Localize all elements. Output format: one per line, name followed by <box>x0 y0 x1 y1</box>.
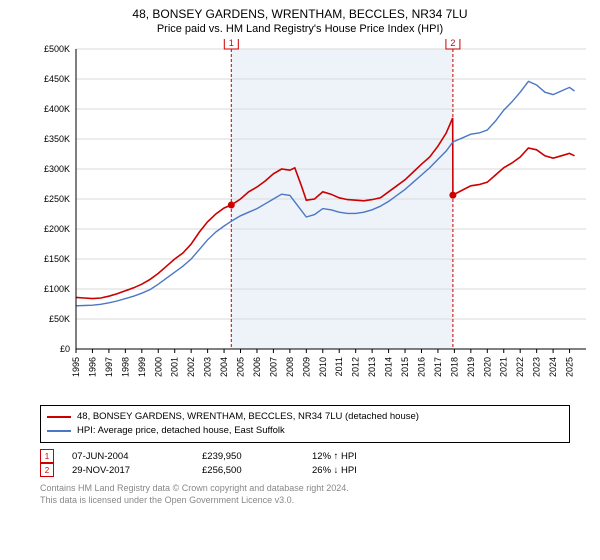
legend-row: HPI: Average price, detached house, East… <box>47 424 563 438</box>
x-tick-label: 2016 <box>416 357 426 377</box>
x-tick-label: 2020 <box>482 357 492 377</box>
x-tick-label: 2003 <box>203 357 213 377</box>
marker-date: 07-JUN-2004 <box>72 451 202 462</box>
marker-number-box: 1 <box>40 449 54 463</box>
legend-row: 48, BONSEY GARDENS, WRENTHAM, BECCLES, N… <box>47 410 563 424</box>
x-tick-label: 2025 <box>565 357 575 377</box>
marker-annot-num: 2 <box>450 39 455 48</box>
y-tick-label: £50K <box>49 314 70 324</box>
y-tick-label: £300K <box>44 164 70 174</box>
x-tick-label: 2017 <box>433 357 443 377</box>
x-tick-label: 2013 <box>367 357 377 377</box>
y-tick-label: £500K <box>44 44 70 54</box>
footer-attribution: Contains HM Land Registry data © Crown c… <box>40 483 570 506</box>
y-tick-label: £250K <box>44 194 70 204</box>
x-tick-label: 2019 <box>466 357 476 377</box>
x-tick-label: 2006 <box>252 357 262 377</box>
x-tick-label: 2023 <box>532 357 542 377</box>
marker-annot-num: 1 <box>229 39 234 48</box>
y-tick-label: £150K <box>44 254 70 264</box>
x-tick-label: 2015 <box>400 357 410 377</box>
x-tick-label: 2004 <box>219 357 229 377</box>
x-tick-label: 2021 <box>499 357 509 377</box>
legend-label: HPI: Average price, detached house, East… <box>77 424 285 438</box>
legend-box: 48, BONSEY GARDENS, WRENTHAM, BECCLES, N… <box>40 405 570 444</box>
y-tick-label: £200K <box>44 224 70 234</box>
sale-point <box>228 201 235 208</box>
x-tick-label: 2014 <box>384 357 394 377</box>
x-tick-label: 2018 <box>449 357 459 377</box>
x-tick-label: 2002 <box>186 357 196 377</box>
footer-line-1: Contains HM Land Registry data © Crown c… <box>40 483 570 495</box>
x-tick-label: 2007 <box>268 357 278 377</box>
marker-price: £256,500 <box>202 465 312 476</box>
x-tick-label: 1996 <box>87 357 97 377</box>
y-tick-label: £450K <box>44 74 70 84</box>
sale-markers-table: 1 07-JUN-2004£239,95012% ↑ HPI 2 29-NOV-201… <box>40 449 570 477</box>
x-tick-label: 2022 <box>515 357 525 377</box>
sale-point <box>449 191 456 198</box>
x-tick-label: 1995 <box>71 357 81 377</box>
chart-title: 48, BONSEY GARDENS, WRENTHAM, BECCLES, N… <box>0 0 600 23</box>
x-tick-label: 2009 <box>301 357 311 377</box>
marker-pct: 26% ↓ HPI <box>312 465 422 476</box>
x-tick-label: 1998 <box>120 357 130 377</box>
x-tick-label: 2001 <box>170 357 180 377</box>
marker-row: 1 07-JUN-2004£239,95012% ↑ HPI <box>40 449 570 463</box>
footer-line-2: This data is licensed under the Open Gov… <box>40 495 570 507</box>
x-tick-label: 1997 <box>104 357 114 377</box>
marker-date: 29-NOV-2017 <box>72 465 202 476</box>
x-tick-label: 2000 <box>153 357 163 377</box>
y-tick-label: £100K <box>44 284 70 294</box>
marker-price: £239,950 <box>202 451 312 462</box>
x-tick-label: 2012 <box>351 357 361 377</box>
legend-label: 48, BONSEY GARDENS, WRENTHAM, BECCLES, N… <box>77 410 419 424</box>
y-tick-label: £0 <box>60 344 70 354</box>
x-tick-label: 1999 <box>137 357 147 377</box>
chart-area: £0 £50K £100K £150K £200K £250K £300K £350K £400… <box>30 39 590 399</box>
chart-subtitle: Price paid vs. HM Land Registry's House … <box>0 23 600 35</box>
x-tick-label: 2024 <box>548 357 558 377</box>
marker-number-box: 2 <box>40 463 54 477</box>
y-tick-label: £400K <box>44 104 70 114</box>
x-tick-label: 2011 <box>334 357 344 376</box>
x-tick-label: 2008 <box>285 357 295 377</box>
x-tick-label: 2005 <box>236 357 246 377</box>
legend-swatch <box>47 430 71 432</box>
line-chart-svg: £0 £50K £100K £150K £200K £250K £300K £350K £400… <box>30 39 590 399</box>
legend-swatch <box>47 416 71 418</box>
y-tick-label: £350K <box>44 134 70 144</box>
x-tick-label: 2010 <box>318 357 328 377</box>
marker-pct: 12% ↑ HPI <box>312 451 422 462</box>
marker-row: 2 29-NOV-2017£256,50026% ↓ HPI <box>40 463 570 477</box>
